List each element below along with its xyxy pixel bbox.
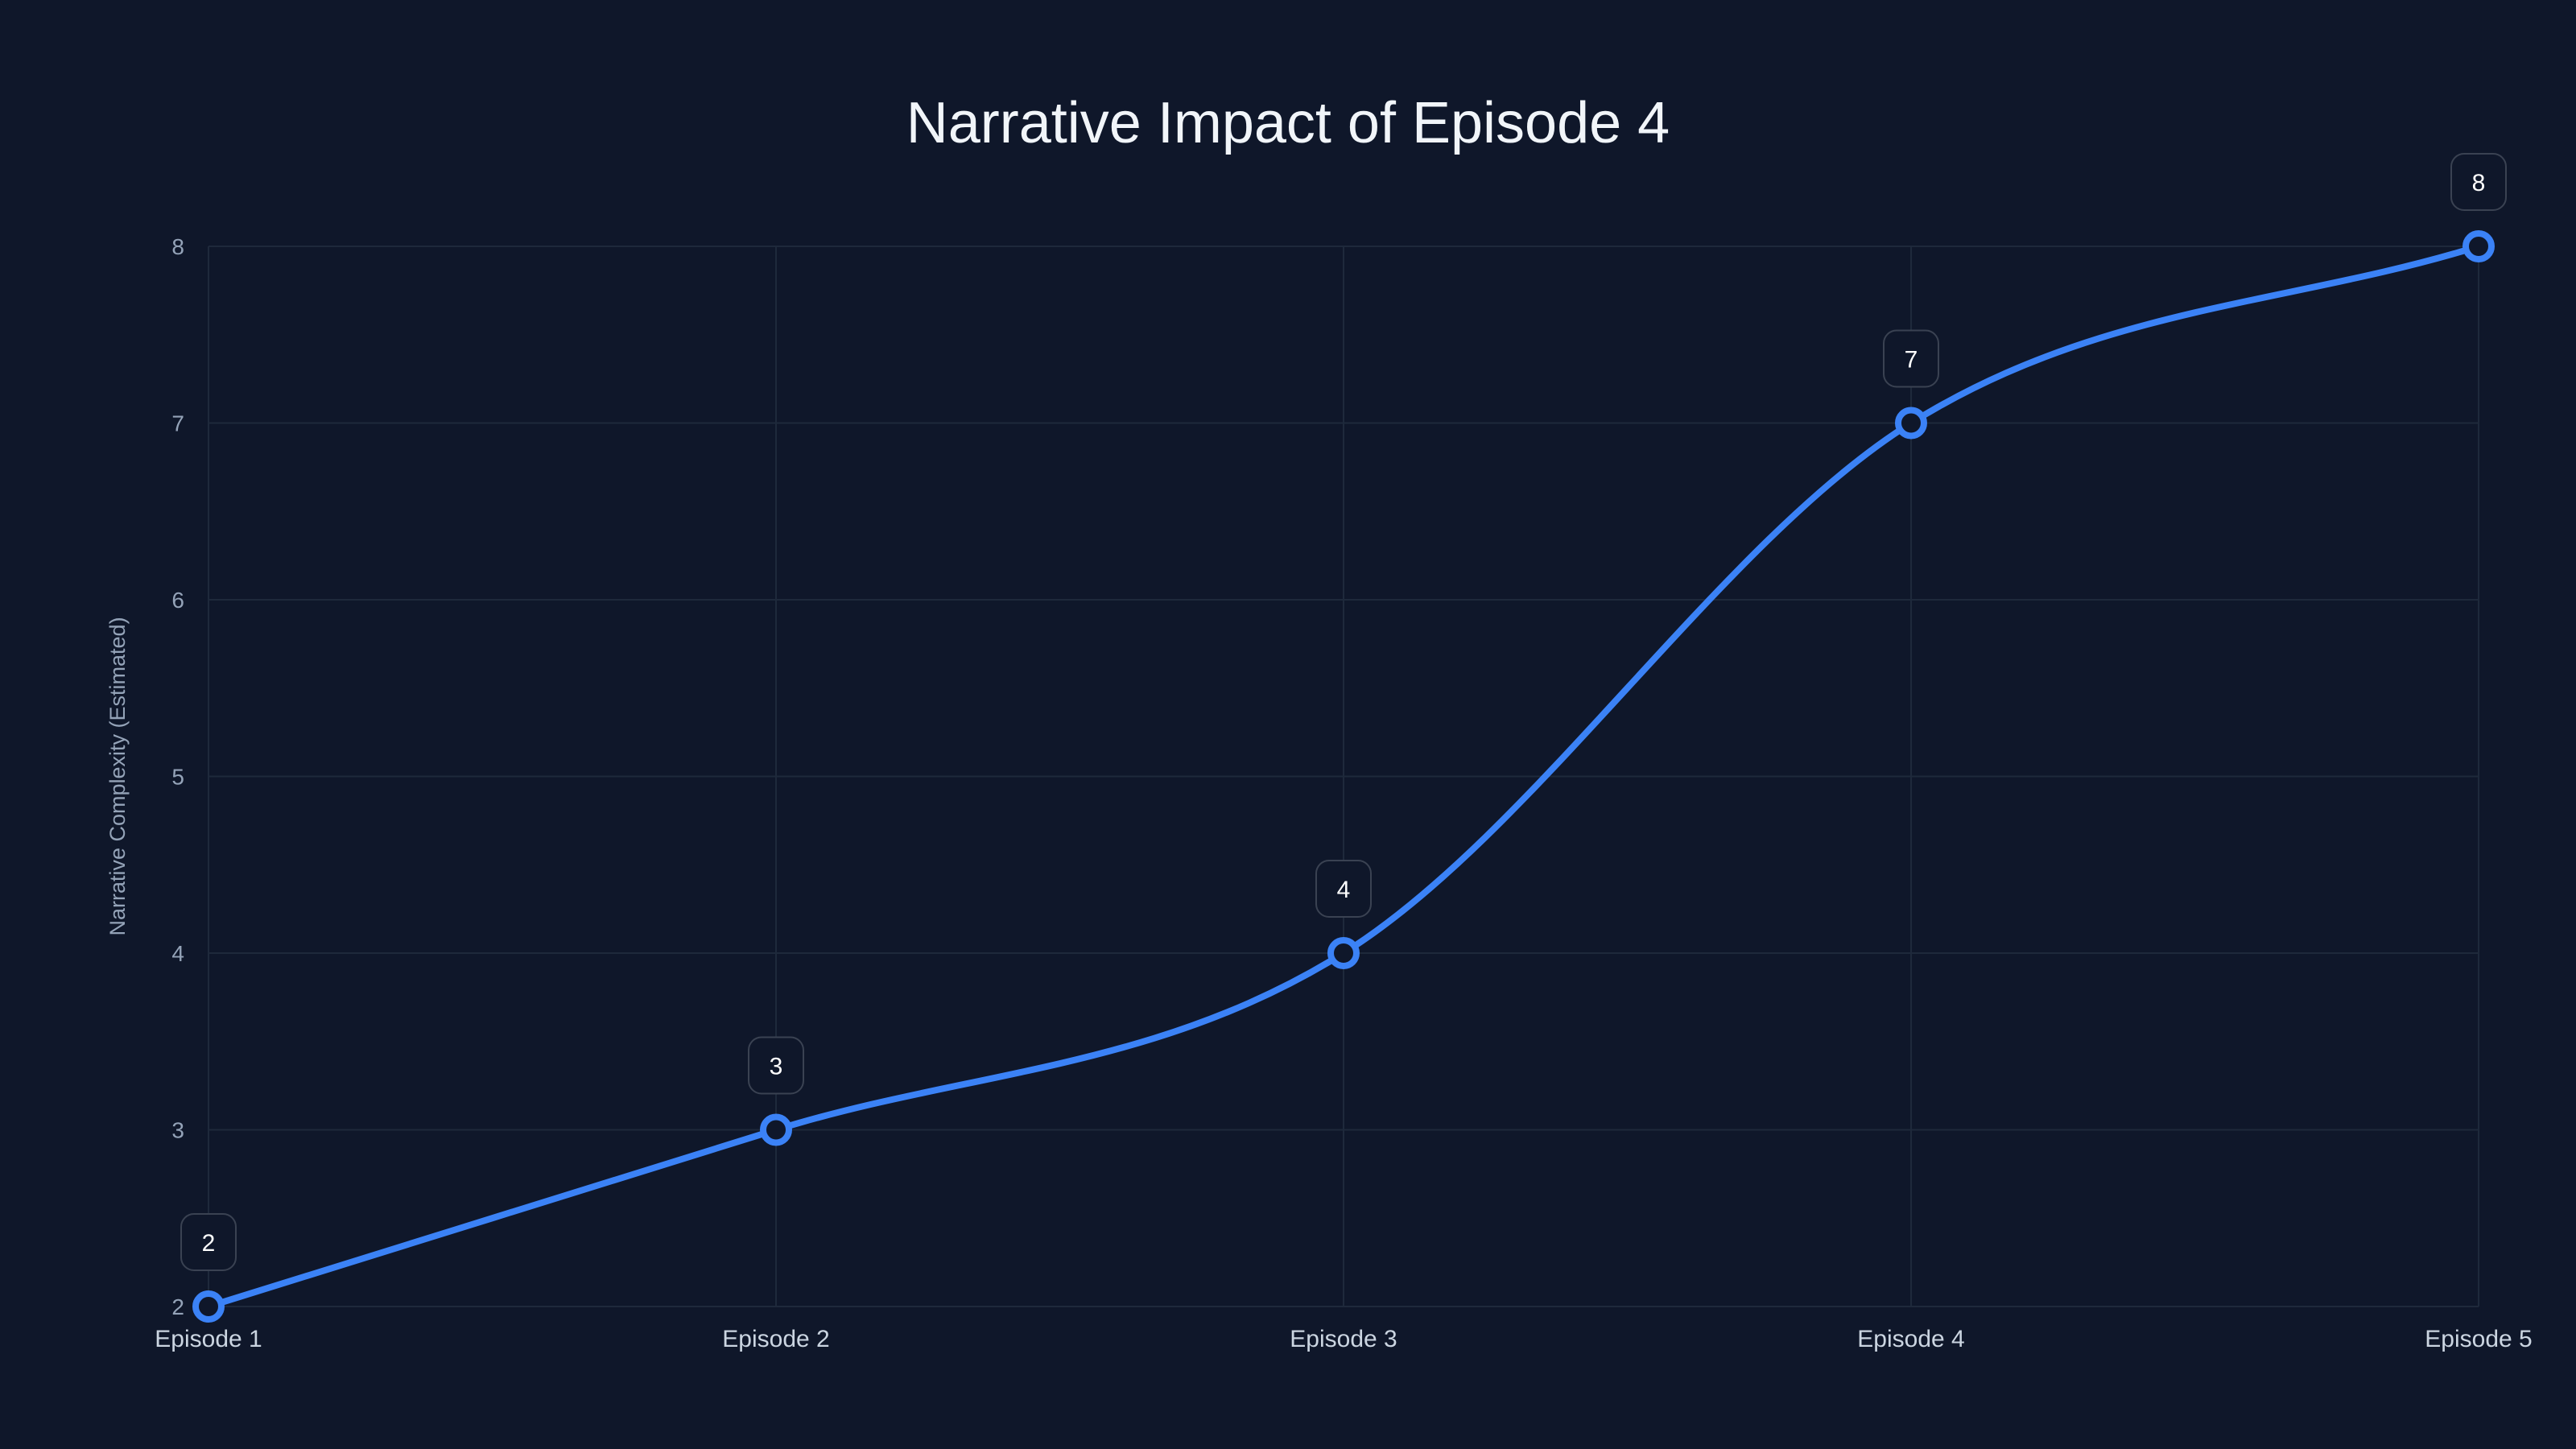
y-tick-label: 7 xyxy=(171,411,184,436)
y-tick-label: 8 xyxy=(171,234,184,259)
x-tick-label: Episode 3 xyxy=(1290,1326,1397,1352)
data-point-marker xyxy=(2462,230,2495,262)
data-point-marker xyxy=(1327,937,1360,969)
x-tick-label: Episode 5 xyxy=(2425,1326,2532,1352)
y-axis-label: Narrative Complexity (Estimated) xyxy=(105,617,130,935)
x-tick-label: Episode 2 xyxy=(722,1326,829,1352)
x-tick-label: Episode 1 xyxy=(155,1326,262,1352)
series-line xyxy=(205,243,2482,1310)
y-tick-label: 2 xyxy=(171,1294,184,1319)
x-tick-label: Episode 4 xyxy=(1857,1326,1964,1352)
chart-title: Narrative Impact of Episode 4 xyxy=(906,91,1670,155)
y-tick-label: 5 xyxy=(171,765,184,790)
data-point-marker xyxy=(1895,407,1927,440)
data-label-box xyxy=(180,1213,237,1271)
y-tick-label: 6 xyxy=(171,588,184,613)
data-label: 3 xyxy=(770,1054,783,1080)
data-label: 4 xyxy=(1337,877,1351,903)
data-label: 7 xyxy=(1905,347,1918,374)
data-label: 2 xyxy=(202,1230,216,1257)
data-label-box xyxy=(748,1036,804,1095)
y-tick-label: 4 xyxy=(171,941,184,966)
data-label-box xyxy=(1883,329,1939,388)
data-point-marker xyxy=(192,1290,225,1323)
y-tick-label: 3 xyxy=(171,1118,184,1143)
data-label-box xyxy=(2450,153,2507,211)
data-label-box xyxy=(1315,860,1372,918)
data-point-marker xyxy=(760,1113,792,1146)
data-label: 8 xyxy=(2472,170,2486,196)
